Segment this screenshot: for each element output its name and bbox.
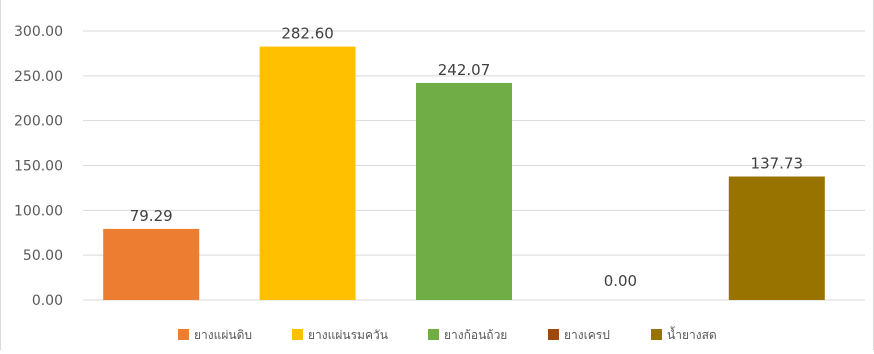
data-label: 0.00 <box>604 272 637 290</box>
y-tick-label: 50.00 <box>23 248 63 264</box>
legend-swatch <box>428 329 439 340</box>
bar <box>728 176 825 300</box>
bar <box>416 82 512 300</box>
bar <box>259 46 356 300</box>
legend-label: ยางเครป <box>564 328 610 342</box>
legend-swatch <box>178 329 189 340</box>
y-tick-label: 150.00 <box>14 159 63 175</box>
data-label: 79.29 <box>130 207 173 225</box>
y-tick-label: 100.00 <box>14 203 63 219</box>
bar <box>103 228 200 300</box>
legend-label: ยางแผ่นรมควัน <box>308 328 388 342</box>
legend-swatch <box>548 329 559 340</box>
y-tick-label: 200.00 <box>14 114 63 130</box>
y-axis-ticks: 0.00 50.00 100.00 150.00 200.00 250.00 300.00 <box>14 24 63 309</box>
data-label: 282.60 <box>281 25 334 43</box>
legend-label: ยางแผ่นดิบ <box>194 328 252 342</box>
legend-label: น้ำยางสด <box>667 326 717 342</box>
legend-swatch <box>292 329 303 340</box>
y-tick-label: 250.00 <box>14 69 63 85</box>
legend-swatch <box>651 329 662 340</box>
bars <box>103 46 825 300</box>
legend: ยางแผ่นดิบ ยางแผ่นรมควัน ยางก้อนถ้วย ยางเคร… <box>178 326 717 342</box>
legend-label: ยางก้อนถ้วย <box>444 328 507 342</box>
y-tick-label: 300.00 <box>14 24 63 40</box>
data-labels: 79.29 282.60 242.07 0.00 137.73 <box>130 25 803 290</box>
y-tick-label: 0.00 <box>32 293 63 309</box>
data-label: 242.07 <box>438 61 491 79</box>
data-label: 137.73 <box>751 155 804 173</box>
